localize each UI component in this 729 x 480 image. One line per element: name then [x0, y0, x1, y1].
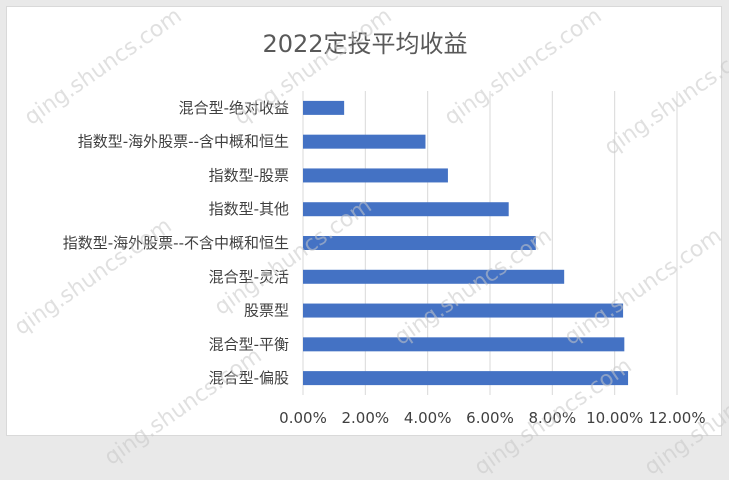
bar: [303, 371, 629, 386]
x-tick-label: 10.00%: [586, 409, 643, 427]
category-label: 指数型-海外股票--不含中概和恒生: [63, 234, 289, 252]
bars: [303, 100, 629, 386]
category-label: 混合型-平衡: [209, 335, 289, 353]
bar: [303, 168, 448, 183]
category-label: 混合型-偏股: [209, 369, 289, 387]
category-label: 股票型: [244, 302, 289, 320]
bar: [303, 100, 345, 115]
chart-area: 2022定投平均收益 混合型-绝对收益指数型-海外股票--含中概和恒生指数型-股…: [6, 6, 722, 436]
category-label: 指数型-其他: [209, 200, 289, 218]
bar: [303, 202, 509, 217]
category-label: 混合型-灵活: [209, 268, 289, 286]
category-labels: 混合型-绝对收益指数型-海外股票--含中概和恒生指数型-股票指数型-其他指数型-…: [63, 99, 289, 387]
bar: [303, 303, 624, 318]
bar-chart: 2022定投平均收益 混合型-绝对收益指数型-海外股票--含中概和恒生指数型-股…: [63, 30, 706, 427]
x-tick-label: 12.00%: [648, 409, 705, 427]
bar: [303, 236, 536, 250]
category-label: 指数型-股票: [209, 166, 289, 184]
bar: [303, 134, 426, 149]
x-tick-label: 6.00%: [466, 409, 514, 427]
chart-title: 2022定投平均收益: [262, 30, 467, 58]
x-tick-label: 2.00%: [342, 409, 390, 427]
bar: [303, 337, 625, 352]
x-tick-label: 0.00%: [279, 409, 327, 427]
bar: [303, 269, 565, 284]
category-label: 指数型-海外股票--含中概和恒生: [78, 133, 289, 151]
x-axis-tick-labels: 0.00% 2.00% 4.00% 6.00% 8.00% 10.00% 12.00%: [279, 409, 705, 427]
category-label: 混合型-绝对收益: [179, 99, 289, 117]
x-tick-label: 8.00%: [529, 409, 577, 427]
x-tick-label: 4.00%: [404, 409, 452, 427]
